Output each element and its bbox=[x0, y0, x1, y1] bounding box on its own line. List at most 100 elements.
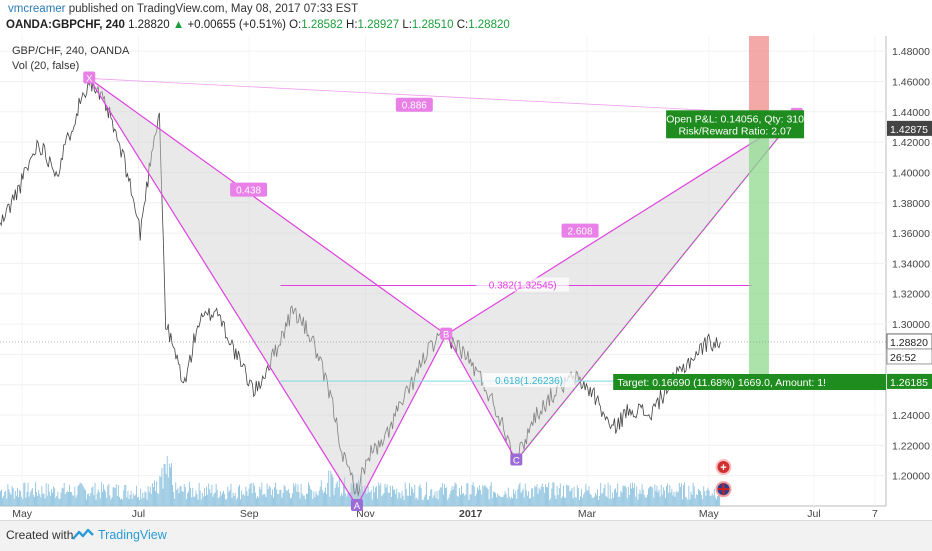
volume-bar bbox=[184, 487, 186, 506]
volume-bar bbox=[223, 490, 224, 506]
volume-bar bbox=[269, 487, 271, 506]
volume-bar bbox=[532, 488, 534, 506]
volume-bar bbox=[680, 483, 682, 506]
volume-bar bbox=[690, 491, 692, 506]
y-tick-label: 1.42000 bbox=[892, 137, 930, 149]
volume-bar bbox=[603, 488, 605, 506]
pattern-point-a[interactable] bbox=[350, 499, 363, 511]
volume-bar bbox=[325, 487, 326, 506]
volume-bar bbox=[165, 474, 167, 506]
volume-bar bbox=[192, 487, 194, 506]
volume-bar bbox=[155, 491, 157, 506]
low-label: L: bbox=[402, 19, 412, 31]
volume-bar bbox=[267, 488, 269, 506]
volume-bar bbox=[546, 486, 547, 506]
volume-bar bbox=[597, 489, 598, 506]
volume-bar bbox=[371, 499, 373, 506]
volume-bar bbox=[36, 491, 38, 506]
volume-bar bbox=[179, 486, 181, 506]
volume-bar bbox=[148, 491, 150, 506]
volume-bar bbox=[685, 496, 687, 506]
volume-bar bbox=[150, 493, 152, 506]
volume-bar bbox=[407, 495, 409, 506]
volume-bar bbox=[679, 486, 681, 506]
volume-bar bbox=[2, 497, 4, 506]
volume-bar bbox=[650, 486, 652, 506]
volume-bar bbox=[77, 486, 79, 506]
volume-bar bbox=[482, 485, 484, 506]
ratio-label: 0.886 bbox=[402, 101, 427, 112]
volume-bar bbox=[201, 492, 203, 506]
volume-bar bbox=[665, 498, 666, 506]
tradingview-brand[interactable]: TradingView bbox=[98, 528, 167, 542]
volume-bar bbox=[250, 482, 252, 506]
pattern-point-x[interactable] bbox=[83, 71, 96, 84]
volume-bar bbox=[651, 486, 653, 506]
volume-bar bbox=[260, 489, 262, 506]
volume-bar bbox=[162, 488, 164, 506]
volume-bar bbox=[506, 498, 508, 506]
volume-bar bbox=[292, 493, 294, 506]
volume-bar bbox=[28, 496, 30, 506]
price-chart[interactable]: 1.200001.220001.240001.260001.280001.300… bbox=[0, 36, 932, 520]
volume-bar bbox=[440, 487, 442, 506]
volume-bar bbox=[46, 495, 48, 506]
volume-bar bbox=[335, 483, 337, 506]
volume-bar bbox=[668, 492, 670, 506]
volume-bar bbox=[677, 491, 679, 506]
volume-bar bbox=[446, 487, 448, 506]
volume-bar bbox=[561, 496, 563, 506]
volume-bar bbox=[702, 499, 704, 506]
risk-reward-text: Risk/Reward Ratio: 2.07 bbox=[678, 125, 791, 137]
volume-bar bbox=[672, 495, 674, 506]
x-tick-label: 2017 bbox=[459, 508, 483, 520]
volume-bar bbox=[117, 485, 119, 506]
volume-bar bbox=[268, 485, 270, 506]
add-alert-icon[interactable] bbox=[715, 459, 732, 476]
high-label: H: bbox=[346, 19, 358, 31]
volume-bar bbox=[199, 490, 201, 506]
volume-bar bbox=[350, 482, 352, 506]
volume-bar bbox=[386, 484, 388, 506]
volume-bar bbox=[40, 497, 42, 506]
volume-bar bbox=[683, 485, 684, 506]
take-profit-zone bbox=[748, 126, 769, 382]
volume-bar bbox=[515, 490, 517, 506]
volume-bar bbox=[303, 495, 305, 506]
volume-bar bbox=[167, 477, 169, 506]
volume-bar bbox=[157, 493, 159, 506]
volume-bar bbox=[412, 488, 414, 506]
volume-bar bbox=[573, 486, 575, 506]
volume-bar bbox=[549, 499, 551, 506]
volume-bar bbox=[218, 497, 220, 506]
pattern-point-c[interactable] bbox=[510, 453, 523, 466]
volume-bar bbox=[394, 489, 396, 506]
volume-bar bbox=[499, 495, 501, 506]
pattern-point-b[interactable] bbox=[440, 327, 453, 340]
volume-bar bbox=[334, 488, 336, 506]
volume-bar bbox=[108, 483, 110, 506]
volume-bar bbox=[248, 488, 250, 506]
volume-bar bbox=[567, 485, 569, 506]
volume-bar bbox=[134, 494, 136, 506]
volume-bar bbox=[568, 485, 570, 506]
volume-bar bbox=[104, 489, 106, 506]
volume-bar bbox=[489, 485, 491, 506]
volume-bar bbox=[55, 497, 57, 506]
chart-area[interactable]: 1.200001.220001.240001.260001.280001.300… bbox=[0, 36, 932, 520]
volume-bar bbox=[618, 496, 620, 506]
volume-bar bbox=[103, 484, 104, 506]
volume-bar bbox=[559, 483, 561, 506]
add-alert-plus: + bbox=[720, 462, 726, 474]
volume-bar bbox=[195, 490, 197, 506]
volume-bar bbox=[372, 485, 374, 506]
volume-bar bbox=[418, 486, 420, 506]
author-link[interactable]: vmcreamer bbox=[8, 3, 66, 15]
volume-bar bbox=[505, 493, 507, 506]
volume-bar bbox=[419, 484, 421, 506]
volume-bar bbox=[290, 498, 291, 506]
volume-bar bbox=[135, 485, 137, 506]
volume-bar bbox=[620, 490, 622, 506]
volume-bar bbox=[595, 495, 597, 506]
volume-bar bbox=[631, 488, 632, 506]
